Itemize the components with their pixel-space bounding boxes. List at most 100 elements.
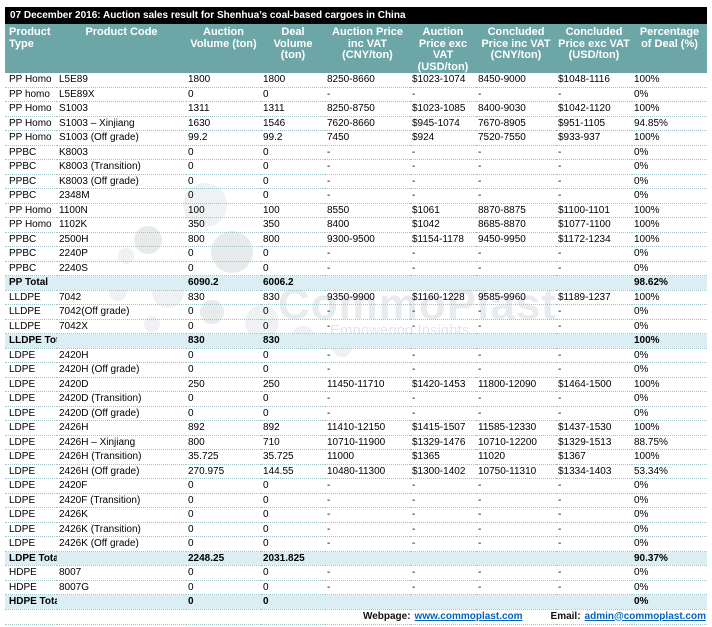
webpage-link[interactable]: www.commoplast.com xyxy=(414,610,523,622)
cell: 0 xyxy=(186,246,261,262)
cell: - xyxy=(556,362,632,378)
table-row: LDPE 2420D 250 250 11450-11710 $1420-1453 1180… xyxy=(5,377,707,392)
cell: 2240S xyxy=(57,261,186,276)
table-row: PPBC 2500H 800 800 9300-9500 $1154-1178 9450-9… xyxy=(5,232,707,247)
cell: HDPE Total xyxy=(5,594,57,610)
cell: 100% xyxy=(632,290,707,305)
cell: - xyxy=(556,522,632,537)
cell: LDPE xyxy=(5,435,57,450)
column-header: Deal Volume (ton) xyxy=(261,24,325,73)
cell: - xyxy=(476,391,556,407)
cell: 0% xyxy=(632,304,707,320)
cell: 2500H xyxy=(57,232,186,247)
cell: 830 xyxy=(261,333,325,349)
cell: $1154-1178 xyxy=(410,232,476,247)
cell: S1003 xyxy=(57,101,186,117)
cell: 350 xyxy=(261,217,325,233)
cell: - xyxy=(556,536,632,552)
cell: LDPE Total xyxy=(5,551,57,566)
table-row: LDPE 2420D (Off grade) 0 0- - - -0% xyxy=(5,406,707,421)
cell: - xyxy=(476,580,556,595)
cell: PP Homo xyxy=(5,217,57,233)
cell: $1329-1476 xyxy=(410,435,476,450)
cell: S1003 (Off grade) xyxy=(57,130,186,146)
cell: 0 xyxy=(261,304,325,320)
table-row: LDPE 2420D (Transition) 0 0- - - -0% xyxy=(5,391,707,407)
cell: 0 xyxy=(186,565,261,581)
table-row: PPBC K8003 (Transition) 0 0- - - -0% xyxy=(5,159,707,175)
cell: 11450-11710 xyxy=(325,377,410,392)
table-row: LDPE 2426H – Xinjiang 800 710 10710-11900 $13… xyxy=(5,435,707,450)
cell xyxy=(325,551,410,566)
cell: - xyxy=(410,348,476,363)
cell: PPBC xyxy=(5,174,57,189)
cell: 2420F xyxy=(57,478,186,494)
cell: 8685-8870 xyxy=(476,217,556,233)
cell: 8870-8875 xyxy=(476,203,556,218)
cell: 0 xyxy=(261,145,325,160)
cell: 0 xyxy=(186,145,261,160)
cell: LDPE xyxy=(5,391,57,407)
cell: 9450-9950 xyxy=(476,232,556,247)
cell xyxy=(57,333,186,349)
cell: 2420H (Off grade) xyxy=(57,362,186,378)
cell: - xyxy=(556,391,632,407)
cell: 100 xyxy=(261,203,325,218)
cell: 9350-9900 xyxy=(325,290,410,305)
cell: PP Homo xyxy=(5,101,57,117)
cell: 0% xyxy=(632,348,707,363)
cell: 0 xyxy=(261,478,325,494)
cell: - xyxy=(476,348,556,363)
cell: 0 xyxy=(186,391,261,407)
cell: PP Homo xyxy=(5,130,57,146)
cell: 830 xyxy=(186,333,261,349)
cell xyxy=(556,551,632,566)
cell: LDPE xyxy=(5,377,57,392)
cell: 0 xyxy=(261,507,325,523)
cell: $1365 xyxy=(410,449,476,465)
cell: $933-937 xyxy=(556,130,632,146)
cell: 710 xyxy=(261,435,325,450)
cell: 0 xyxy=(186,507,261,523)
cell: 2031.825 xyxy=(261,551,325,566)
cell: 10710-12200 xyxy=(476,435,556,450)
cell: - xyxy=(410,319,476,334)
cell: 144.55 xyxy=(261,464,325,479)
column-header: Concluded Price exc VAT (USD/ton) xyxy=(556,24,632,73)
table-row: LDPE 2426H (Off grade) 270.975 144.55 10480-… xyxy=(5,464,707,479)
cell: - xyxy=(325,174,410,189)
cell: LDPE xyxy=(5,449,57,465)
cell: PPBC xyxy=(5,145,57,160)
table-row: LDPE 2426H 892 892 11410-12150 $1415-1507 1158… xyxy=(5,420,707,436)
cell: HDPE xyxy=(5,580,57,595)
cell: - xyxy=(476,478,556,494)
cell: K8003 xyxy=(57,145,186,160)
cell: 8250-8660 xyxy=(325,73,410,88)
column-header: Product Type xyxy=(5,24,57,73)
cell: - xyxy=(325,536,410,552)
email-link[interactable]: admin@commoplast.com xyxy=(584,610,706,622)
cell: - xyxy=(410,507,476,523)
cell: - xyxy=(476,174,556,189)
cell: - xyxy=(476,261,556,276)
cell: 0 xyxy=(261,522,325,537)
cell: 1102K xyxy=(57,217,186,233)
cell: 7670-8905 xyxy=(476,116,556,131)
cell: 2420D (Off grade) xyxy=(57,406,186,421)
cell: - xyxy=(556,304,632,320)
cell: LDPE xyxy=(5,507,57,523)
auction-results-table: Product Type Product Code Auction Volume (… xyxy=(5,24,707,625)
cell: 11410-12150 xyxy=(325,420,410,436)
cell: 0% xyxy=(632,87,707,102)
cell: 0 xyxy=(186,261,261,276)
cell: - xyxy=(476,507,556,523)
table-row: PP Homo 1102K 350 350 8400 $1042 8685-8870 $107… xyxy=(5,217,707,233)
cell: 0 xyxy=(261,188,325,204)
cell: LDPE xyxy=(5,348,57,363)
cell: 0 xyxy=(261,246,325,262)
cell: 800 xyxy=(186,232,261,247)
cell: 892 xyxy=(261,420,325,436)
cell: 0% xyxy=(632,580,707,595)
cell: 0 xyxy=(186,536,261,552)
table-row: PP Homo 1100N 100 100 8550 $1061 8870-8875 $110… xyxy=(5,203,707,218)
